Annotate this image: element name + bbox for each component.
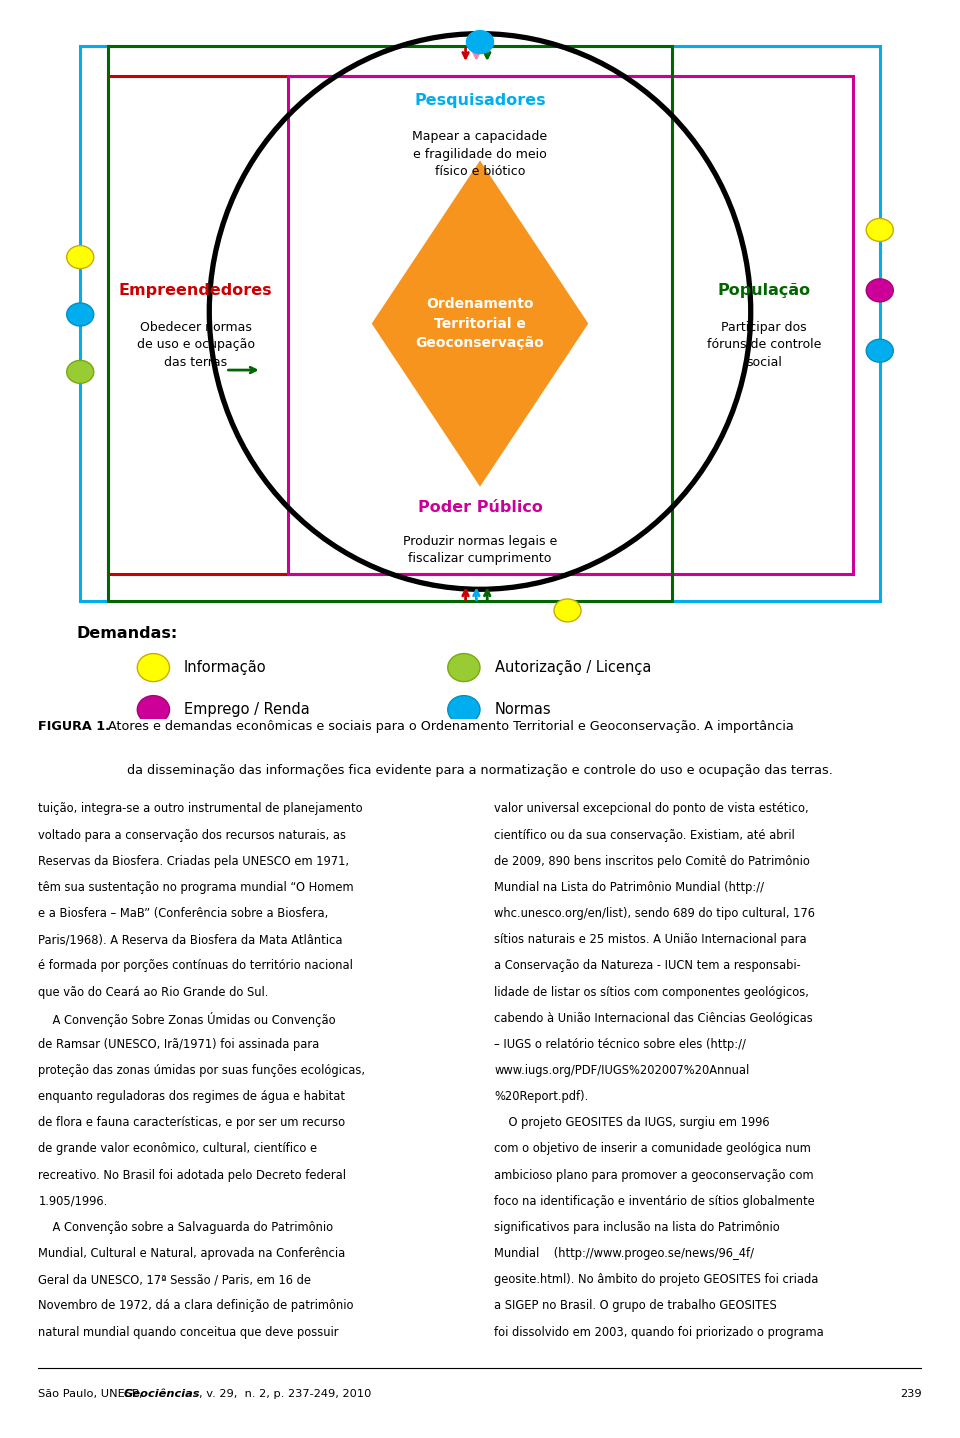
Text: Mundial    (http://www.progeo.se/news/96_4f/: Mundial (http://www.progeo.se/news/96_4f… [494, 1247, 755, 1260]
Text: de Ramsar (UNESCO, Irã/1971) foi assinada para: de Ramsar (UNESCO, Irã/1971) foi assinad… [38, 1038, 320, 1051]
Text: Demandas:: Demandas: [77, 626, 178, 640]
Text: foi dissolvido em 2003, quando foi priorizado o programa: foi dissolvido em 2003, quando foi prior… [494, 1326, 824, 1339]
Text: A Convenção sobre a Salvaguarda do Patrimônio: A Convenção sobre a Salvaguarda do Patri… [38, 1221, 333, 1234]
Text: Pesquisadores: Pesquisadores [414, 92, 546, 108]
Text: científico ou da sua conservação. Existiam, até abril: científico ou da sua conservação. Existi… [494, 828, 795, 841]
Ellipse shape [866, 219, 894, 242]
Text: sítios naturais e 25 mistos. A União Internacional para: sítios naturais e 25 mistos. A União Int… [494, 933, 807, 946]
Text: a Conservação da Natureza - IUCN tem a responsabi-: a Conservação da Natureza - IUCN tem a r… [494, 959, 802, 972]
Bar [108, 76, 672, 574]
Text: com o objetivo de inserir a comunidade geológica num: com o objetivo de inserir a comunidade g… [494, 1142, 811, 1156]
Text: – IUGS o relatório técnico sobre eles (http://: – IUGS o relatório técnico sobre eles (h… [494, 1038, 746, 1051]
Text: que vão do Ceará ao Rio Grande do Sul.: que vão do Ceará ao Rio Grande do Sul. [38, 985, 269, 998]
Polygon shape [372, 161, 588, 486]
Ellipse shape [66, 246, 94, 269]
Ellipse shape [66, 303, 94, 326]
Text: natural mundial quando conceitua que deve possuir: natural mundial quando conceitua que dev… [38, 1326, 339, 1339]
Text: Geral da UNESCO, 17ª Sessão / Paris, em 16 de: Geral da UNESCO, 17ª Sessão / Paris, em … [38, 1273, 311, 1286]
Text: é formada por porções contínuas do território nacional: é formada por porções contínuas do terri… [38, 959, 353, 972]
Text: Autorização / Licença: Autorização / Licença [494, 660, 651, 674]
Text: recreativo. No Brasil foi adotada pelo Decreto federal: recreativo. No Brasil foi adotada pelo D… [38, 1169, 347, 1182]
Text: Produzir normas legais e
fiscalizar cumprimento: Produzir normas legais e fiscalizar cump… [403, 535, 557, 565]
Text: proteção das zonas úmidas por suas funções ecológicas,: proteção das zonas úmidas por suas funçõ… [38, 1064, 366, 1077]
Text: 1.905/1996.: 1.905/1996. [38, 1195, 108, 1208]
Bar [81, 46, 879, 601]
Ellipse shape [866, 279, 894, 302]
Text: Geociências: Geociências [123, 1389, 200, 1399]
Ellipse shape [66, 361, 94, 384]
Text: Participar dos
fóruns de controle
social: Participar dos fóruns de controle social [708, 321, 822, 368]
Text: foco na identificação e inventário de sítios globalmente: foco na identificação e inventário de sí… [494, 1195, 815, 1208]
Text: , v. 29,  n. 2, p. 237-249, 2010: , v. 29, n. 2, p. 237-249, 2010 [199, 1389, 372, 1399]
Text: de grande valor econômico, cultural, científico e: de grande valor econômico, cultural, cie… [38, 1142, 318, 1156]
Text: geosite.html). No âmbito do projeto GEOSITES foi criada: geosite.html). No âmbito do projeto GEOS… [494, 1273, 819, 1286]
Text: Mundial, Cultural e Natural, aprovada na Conferência: Mundial, Cultural e Natural, aprovada na… [38, 1247, 346, 1260]
Text: a SIGEP no Brasil. O grupo de trabalho GEOSITES: a SIGEP no Brasil. O grupo de trabalho G… [494, 1300, 778, 1313]
Text: cabendo à União Internacional das Ciências Geológicas: cabendo à União Internacional das Ciênci… [494, 1012, 813, 1025]
Text: FIGURA 1.: FIGURA 1. [38, 720, 110, 733]
Text: de 2009, 890 bens inscritos pelo Comitê do Patrimônio: de 2009, 890 bens inscritos pelo Comitê … [494, 854, 810, 867]
Text: O projeto GEOSITES da IUGS, surgiu em 1996: O projeto GEOSITES da IUGS, surgiu em 19… [494, 1116, 770, 1129]
Text: Paris/1968). A Reserva da Biosfera da Mata Atlântica: Paris/1968). A Reserva da Biosfera da Ma… [38, 933, 343, 946]
Text: têm sua sustentação no programa mundial “O Homem: têm sua sustentação no programa mundial … [38, 881, 354, 894]
Text: significativos para inclusão na lista do Patrimônio: significativos para inclusão na lista do… [494, 1221, 780, 1234]
Text: e a Biosfera – MaB” (Conferência sobre a Biosfera,: e a Biosfera – MaB” (Conferência sobre a… [38, 907, 328, 920]
Text: tuição, integra-se a outro instrumental de planejamento: tuição, integra-se a outro instrumental … [38, 802, 363, 815]
Bar [108, 46, 672, 601]
Ellipse shape [447, 696, 480, 723]
Text: Empreendedores: Empreendedores [119, 283, 273, 298]
Text: Mundial na Lista do Patrimônio Mundial (http://: Mundial na Lista do Patrimônio Mundial (… [494, 881, 764, 894]
Text: valor universal excepcional do ponto de vista estético,: valor universal excepcional do ponto de … [494, 802, 809, 815]
Text: lidade de listar os sítios com componentes geológicos,: lidade de listar os sítios com component… [494, 985, 809, 998]
Ellipse shape [447, 653, 480, 682]
Text: Obedecer normas
de uso e ocupação
das terras: Obedecer normas de uso e ocupação das te… [136, 321, 254, 368]
Ellipse shape [554, 600, 581, 621]
Ellipse shape [137, 696, 170, 723]
Text: A Convenção Sobre Zonas Úmidas ou Convenção: A Convenção Sobre Zonas Úmidas ou Conven… [38, 1012, 336, 1027]
Text: da disseminação das informações fica evidente para a normatização e controle do : da disseminação das informações fica evi… [127, 764, 833, 777]
Text: Novembro de 1972, dá a clara definição de patrimônio: Novembro de 1972, dá a clara definição d… [38, 1300, 354, 1313]
Text: 239: 239 [900, 1389, 922, 1399]
Text: voltado para a conservação dos recursos naturais, as: voltado para a conservação dos recursos … [38, 828, 347, 841]
Text: de flora e fauna características, e por ser um recurso: de flora e fauna características, e por … [38, 1116, 346, 1129]
Text: São Paulo, UNESP,: São Paulo, UNESP, [38, 1389, 147, 1399]
Text: Poder Público: Poder Público [418, 500, 542, 515]
Text: População: População [718, 283, 811, 298]
Text: whc.unesco.org/en/list), sendo 689 do tipo cultural, 176: whc.unesco.org/en/list), sendo 689 do ti… [494, 907, 815, 920]
Ellipse shape [467, 30, 493, 53]
Text: Ordenamento
Territorial e
Geoconservação: Ordenamento Territorial e Geoconservação [416, 298, 544, 349]
Text: enquanto reguladoras dos regimes de água e habitat: enquanto reguladoras dos regimes de água… [38, 1090, 346, 1103]
Bar [288, 76, 852, 574]
Ellipse shape [866, 339, 894, 362]
Text: www.iugs.org/PDF/IUGS%202007%20Annual: www.iugs.org/PDF/IUGS%202007%20Annual [494, 1064, 750, 1077]
Text: %20Report.pdf).: %20Report.pdf). [494, 1090, 588, 1103]
Text: Normas: Normas [494, 702, 551, 718]
Text: Mapear a capacidade
e fragilidade do meio
físico e biótico: Mapear a capacidade e fragilidade do mei… [413, 131, 547, 178]
Ellipse shape [137, 653, 170, 682]
Text: Emprego / Renda: Emprego / Renda [184, 702, 310, 718]
Text: ambicioso plano para promover a geoconservação com: ambicioso plano para promover a geoconse… [494, 1169, 814, 1182]
Text: Reservas da Biosfera. Criadas pela UNESCO em 1971,: Reservas da Biosfera. Criadas pela UNESC… [38, 854, 349, 867]
Text: Informação: Informação [184, 660, 267, 674]
Text: Atores e demandas econômicas e sociais para o Ordenamento Territorial e Geoconse: Atores e demandas econômicas e sociais p… [104, 720, 794, 733]
